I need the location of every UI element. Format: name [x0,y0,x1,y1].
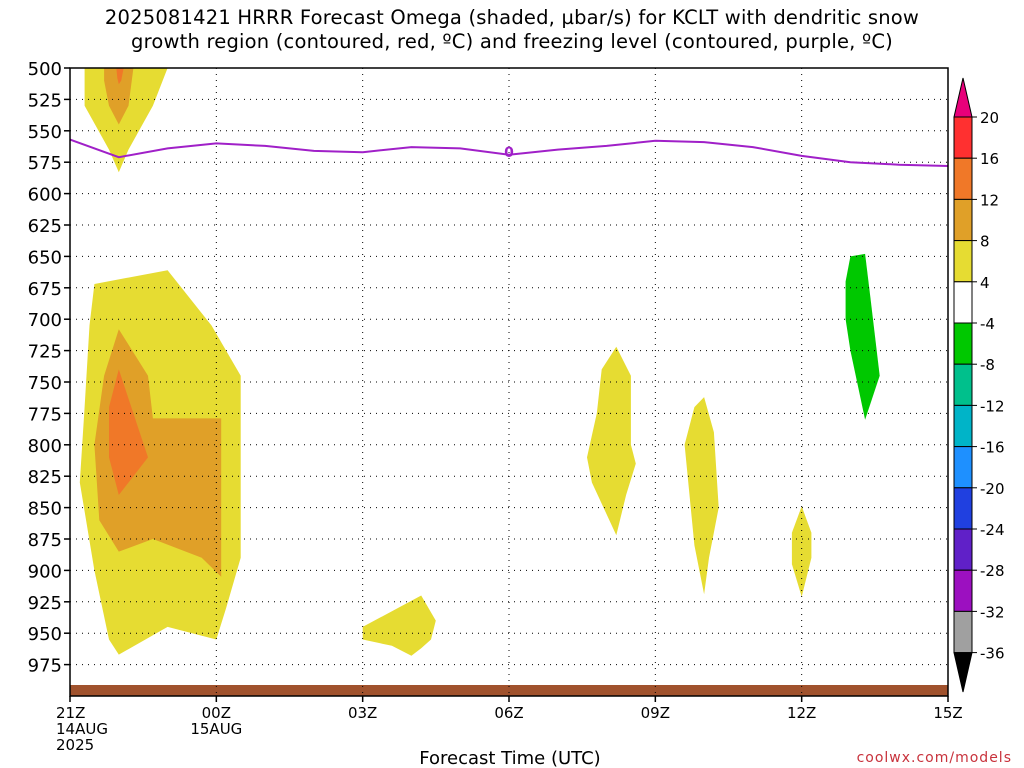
omega-region-8-12 [104,68,134,125]
y-tick-label-650: 650 [28,247,62,268]
omega-region-8-12 [94,329,222,577]
colorbar-band-2 [953,198,973,242]
omega-region-4-8 [362,595,436,656]
y-tick-label-975: 975 [28,656,62,677]
colorbar-bottom-arrow [953,652,973,693]
y-tick-label-750: 750 [28,373,62,394]
y-tick-label-950: 950 [28,624,62,645]
x-tick-label-6-0: 03Z [348,704,377,722]
omega-region-4-8 [587,346,636,536]
y-tick-label-700: 700 [28,310,62,331]
omega-region-12-16 [116,68,124,85]
x-tick-label-9-0: 06Z [494,704,523,722]
colorbar-band-3 [953,240,973,283]
x-tick-label-12-0: 09Z [641,704,670,722]
colorbar: 20 16 12 8 4 -4 -8 -12 -16 -20 -24 -28 -32 -36 [953,77,1005,693]
colorbar-label-10: -24 [980,521,1005,539]
omega-region-4-8 [84,68,168,173]
colorbar-band-5 [953,322,973,365]
colorbar-band-11 [953,569,973,612]
colorbar-label-7: -12 [980,397,1005,415]
colorbar-label-1: 16 [980,150,999,168]
colorbar-band-6 [953,363,973,406]
freezing-level-contour [69,138,949,167]
colorbar-band-10 [953,528,973,571]
y-tick-label-925: 925 [28,593,62,614]
omega-shading-layer [79,68,880,656]
colorbar-label-5: -4 [980,315,995,333]
x-tick-label-3-0: 00Z [202,704,231,722]
freezing-level-label: 0 [504,145,514,161]
chart-title-line-2: growth region (contoured, red, ºC) and f… [131,30,893,53]
x-tick-label-0-2: 2025 [56,736,94,754]
x-tick-label-3-1: 15AUG [190,720,242,738]
colorbar-band-12 [953,610,973,654]
credit-text: coolwx.com/models [856,750,1012,766]
colorbar-label-4: 4 [980,274,990,292]
omega-region-4-8 [684,397,719,595]
y-tick-label-725: 725 [28,342,62,363]
x-tick-label-0-1: 14AUG [56,720,108,738]
omega-region--8--4 [845,253,880,420]
surface-ground-bar [70,685,948,696]
y-tick-label-675: 675 [28,279,62,300]
y-tick-label-500: 500 [28,59,62,80]
x-tick-label-18-0: 15Z [933,704,962,722]
colorbar-band-7 [953,404,973,448]
colorbar-label-11: -28 [980,562,1005,580]
y-tick-label-800: 800 [28,436,62,457]
grid-layer [69,67,949,696]
colorbar-label-12: -32 [980,603,1005,621]
omega-region-4-8 [791,506,812,597]
colorbar-label-13: -36 [980,645,1005,663]
y-tick-label-900: 900 [28,561,62,582]
y-tick-label-775: 775 [28,404,62,425]
y-tick-label-550: 550 [28,122,62,143]
y-tick-label-875: 875 [28,530,62,551]
colorbar-band-0 [953,116,973,159]
colorbar-top-arrow [953,77,973,118]
y-tick-label-825: 825 [28,467,62,488]
colorbar-label-6: -8 [980,356,995,374]
y-tick-label-625: 625 [28,216,62,237]
x-tick-label-0-0: 21Z [56,704,85,722]
x-tick-label-15-0: 12Z [787,704,816,722]
x-axis-label: Forecast Time (UTC) [419,748,600,768]
chart-title: 2025081421 HRRR Forecast Omega (shaded, … [0,6,1024,54]
y-tick-label-525: 525 [28,90,62,111]
colorbar-band-1 [953,157,973,200]
y-tick-label-600: 600 [28,185,62,206]
colorbar-label-3: 8 [980,233,990,251]
colorbar-band-9 [953,487,973,530]
y-axis: 500 525 550 575 600 625 650 675 700 725 750 775 800 8… [28,59,70,677]
colorbar-label-9: -20 [980,480,1005,498]
colorbar-label-2: 12 [980,191,999,209]
omega-region-12-16 [109,369,148,495]
colorbar-label-0: 20 [980,109,999,127]
colorbar-label-8: -16 [980,439,1005,457]
colorbar-band-4 [953,281,973,324]
y-tick-label-575: 575 [28,153,62,174]
chart-title-line-1: 2025081421 HRRR Forecast Omega (shaded, … [104,6,920,29]
colorbar-band-8 [953,446,973,489]
y-tick-label-850: 850 [28,499,62,520]
